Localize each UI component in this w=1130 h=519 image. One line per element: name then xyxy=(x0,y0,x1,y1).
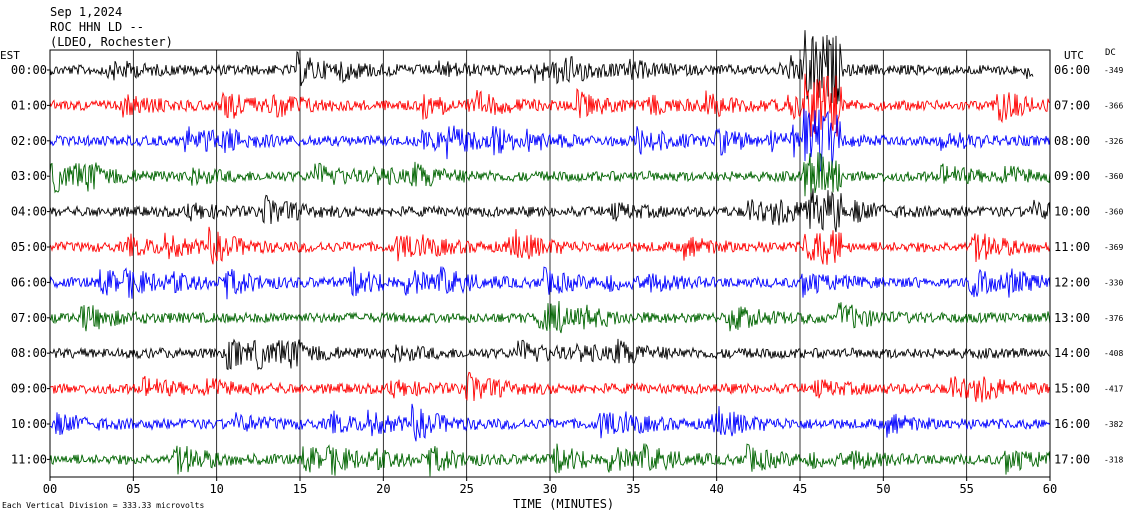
utc-label: 13:00 xyxy=(1054,311,1090,325)
est-axis-title: EST xyxy=(0,49,20,62)
est-label: 01:00 xyxy=(11,98,47,112)
dc-value: -318 xyxy=(1104,455,1123,464)
dc-value: -349 xyxy=(1104,66,1123,75)
est-label: 04:00 xyxy=(11,205,47,219)
trace-group xyxy=(49,30,1051,477)
utc-label: 17:00 xyxy=(1054,452,1090,466)
est-labels: 00:00 01:00 02:00 03:00 04:00 05:00 06:00 07:00… xyxy=(11,63,50,466)
utc-label: 08:00 xyxy=(1054,134,1090,148)
est-label: 00:00 xyxy=(11,63,47,77)
x-tick-label: 20 xyxy=(376,482,390,496)
x-tick-label: 50 xyxy=(876,482,890,496)
est-label: 05:00 xyxy=(11,240,47,254)
x-tick-label: 30 xyxy=(543,482,557,496)
est-label: 02:00 xyxy=(11,134,47,148)
x-axis-title: TIME (MINUTES) xyxy=(513,497,615,511)
utc-label: 10:00 xyxy=(1054,205,1090,219)
dc-value: -330 xyxy=(1104,278,1123,287)
trace-row xyxy=(49,443,1051,477)
scale-footer: Each Vertical Division = 333.33 microvol… xyxy=(2,501,205,510)
utc-label: 14:00 xyxy=(1054,346,1090,360)
x-tick-label: 15 xyxy=(293,482,307,496)
trace-row xyxy=(49,371,1051,403)
x-tick-label: 35 xyxy=(626,482,640,496)
x-tick-label: 00 xyxy=(43,482,57,496)
est-label: 09:00 xyxy=(11,382,47,396)
dc-value: -326 xyxy=(1104,137,1123,146)
x-tick-label: 40 xyxy=(709,482,723,496)
header-date: Sep 1,2024 xyxy=(50,5,123,19)
x-tick-label: 25 xyxy=(459,482,473,496)
utc-label: 07:00 xyxy=(1054,98,1090,112)
x-tick-label: 05 xyxy=(126,482,140,496)
trace-row xyxy=(49,338,1051,371)
utc-label: 16:00 xyxy=(1054,417,1090,431)
dc-value: -366 xyxy=(1104,101,1123,110)
est-label: 10:00 xyxy=(11,417,47,431)
dc-axis-title: DC xyxy=(1105,48,1116,58)
trace-row xyxy=(49,30,1034,105)
x-tick-label: 10 xyxy=(209,482,223,496)
est-label: 03:00 xyxy=(11,169,47,183)
utc-axis-title: UTC xyxy=(1064,49,1084,62)
trace-row xyxy=(49,152,1051,198)
x-tick-label: 55 xyxy=(959,482,973,496)
trace-row xyxy=(49,188,1051,233)
trace-row xyxy=(49,108,1051,172)
utc-label: 06:00 xyxy=(1054,63,1090,77)
trace-row xyxy=(49,300,1051,334)
dc-value: -382 xyxy=(1104,420,1123,429)
dc-value: -417 xyxy=(1104,385,1123,394)
dc-value: -376 xyxy=(1104,314,1123,323)
est-label: 11:00 xyxy=(11,452,47,466)
trace-row xyxy=(49,226,1051,265)
header-station: ROC HHN LD -- xyxy=(50,20,144,34)
utc-labels: 06:00 07:00 08:00 09:00 10:00 11:00 12:00 13:00… xyxy=(1054,63,1090,466)
utc-label: 11:00 xyxy=(1054,240,1090,254)
est-label: 06:00 xyxy=(11,275,47,289)
x-axis: 00 05 10 15 20 25 30 35 40 45 50 55 60 xyxy=(43,477,1057,496)
dc-value: -360 xyxy=(1104,172,1123,181)
utc-label: 15:00 xyxy=(1054,382,1090,396)
x-tick-label: 60 xyxy=(1043,482,1057,496)
vertical-grid xyxy=(49,50,1051,477)
header-location: (LDEO, Rochester) xyxy=(50,35,173,49)
trace-row xyxy=(49,266,1051,300)
x-tick-label: 45 xyxy=(793,482,807,496)
trace-row xyxy=(50,403,1051,442)
est-label: 08:00 xyxy=(11,346,47,360)
dc-value: -369 xyxy=(1104,243,1123,252)
dc-labels: -349 -366 -326 -360 -360 -369 -330 -376 -408 -417… xyxy=(1104,66,1123,464)
dc-value: -408 xyxy=(1104,349,1123,358)
trace-row xyxy=(49,73,1051,137)
utc-label: 12:00 xyxy=(1054,275,1090,289)
utc-label: 09:00 xyxy=(1054,169,1090,183)
dc-value: -360 xyxy=(1104,208,1123,217)
est-label: 07:00 xyxy=(11,311,47,325)
